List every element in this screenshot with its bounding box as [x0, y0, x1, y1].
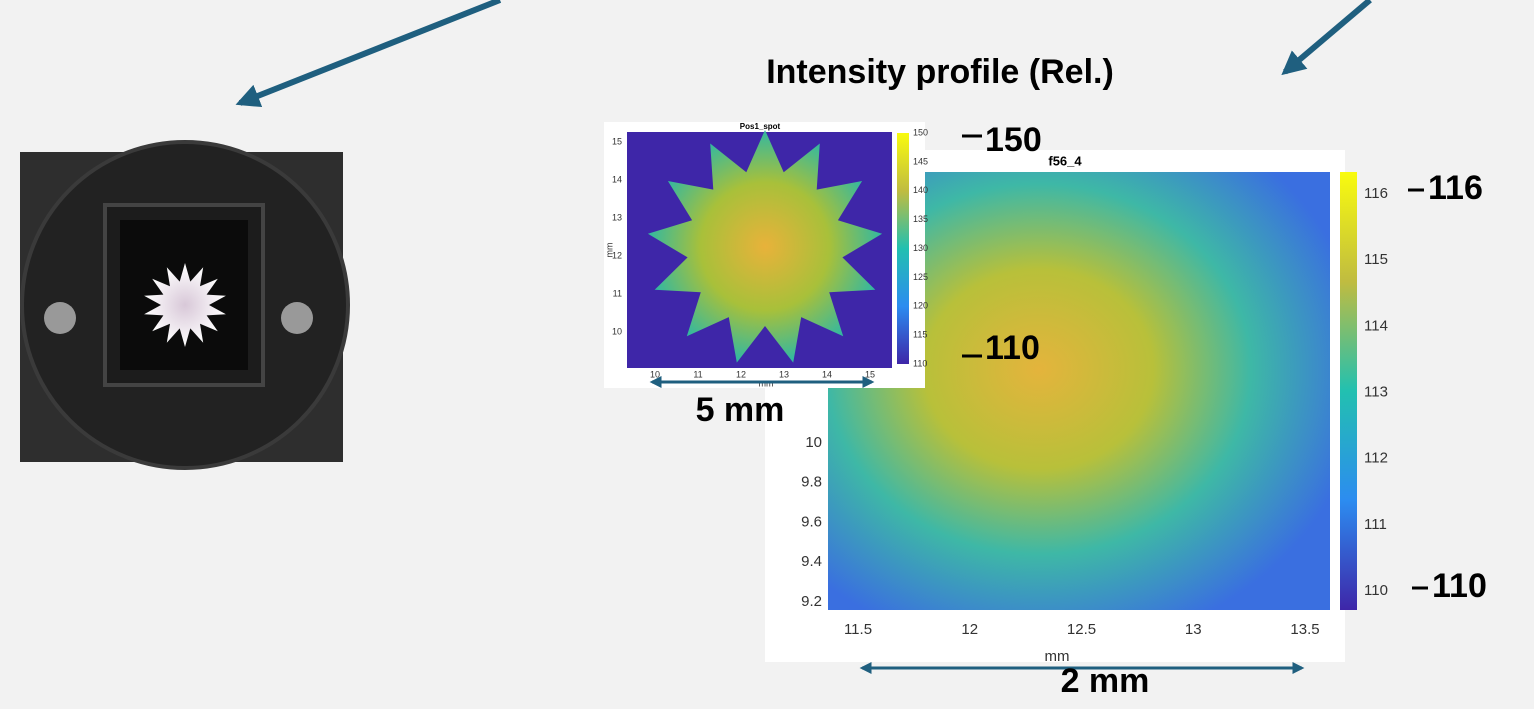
colorbar-tick-label: 120	[913, 301, 928, 311]
y-tick-label: 11	[613, 288, 622, 298]
y-tick-label: 14	[612, 174, 622, 184]
colorbar-tick-label: 115	[1364, 251, 1388, 268]
annotation: 110	[1432, 567, 1487, 605]
colorbar	[897, 133, 909, 364]
x-tick-label: 13	[779, 369, 789, 379]
y-tick-label: 9.4	[801, 553, 822, 570]
x-tick-label: 15	[865, 369, 875, 379]
colorbar-tick-label: 130	[913, 243, 928, 253]
annotation: 5 mm	[696, 391, 785, 429]
colorbar-tick-label: 150	[913, 127, 928, 137]
colorbar-tick-label: 113	[1364, 383, 1388, 400]
spot	[647, 130, 883, 363]
colorbar-tick-label: 140	[913, 185, 928, 195]
y-tick-label: 9.8	[801, 474, 822, 491]
colorbar-tick-label: 110	[913, 358, 927, 368]
annotation: 150	[985, 121, 1042, 159]
annotation: 2 mm	[1061, 662, 1150, 700]
x-tick-label: 13	[1185, 621, 1202, 638]
pointer-arrow	[235, 0, 502, 108]
y-tick-label: 10	[805, 434, 822, 451]
slide-title: Intensity profile (Rel.)	[766, 53, 1114, 91]
x-tick-label: 12	[736, 369, 746, 379]
y-tick-label: 13	[612, 212, 622, 222]
x-tick-label: 11.5	[844, 621, 872, 638]
pointer-arrow	[1281, 0, 1372, 76]
colorbar-tick-label: 135	[913, 214, 928, 224]
colorbar-tick-label: 125	[913, 272, 928, 282]
colorbar-tick-label: 110	[1364, 582, 1388, 599]
arrows	[235, 0, 1372, 108]
colorbar-tick-label: 111	[1364, 516, 1387, 533]
y-tick-label: 12	[612, 250, 622, 260]
colorbar-tick-label: 114	[1364, 317, 1388, 334]
colorbar-tick-label: 112	[1364, 450, 1388, 467]
colorbar-tick-label: 116	[1364, 185, 1388, 202]
plot-title: f56_4	[1048, 153, 1082, 168]
colorbar-tick-label: 115	[913, 330, 927, 340]
x-tick-label: 12	[961, 621, 978, 638]
x-axis-label: mm	[1045, 648, 1070, 665]
small-plot: Pos1_spot mm mm	[604, 122, 925, 388]
x-tick-label: 11	[693, 369, 702, 379]
x-tick-label: 14	[822, 369, 832, 379]
y-axis-label: mm	[604, 243, 614, 258]
photo	[20, 140, 350, 470]
annotations	[649, 134, 1428, 674]
y-tick-label: 15	[612, 136, 622, 146]
colorbar	[1340, 172, 1357, 610]
annotation: 116	[1428, 169, 1483, 207]
colorbar-tick-label: 145	[913, 156, 928, 166]
annotation: 110	[985, 329, 1040, 367]
x-tick-label: 10	[650, 369, 660, 379]
x-tick-label: 12.5	[1067, 621, 1096, 638]
y-tick-label: 9.6	[801, 513, 822, 530]
star-spot	[144, 263, 226, 347]
plot-title: Pos1_spot	[740, 122, 781, 131]
x-tick-label: 13.5	[1290, 621, 1319, 638]
y-tick-label: 9.2	[801, 593, 822, 610]
y-tick-label: 10	[612, 326, 622, 336]
